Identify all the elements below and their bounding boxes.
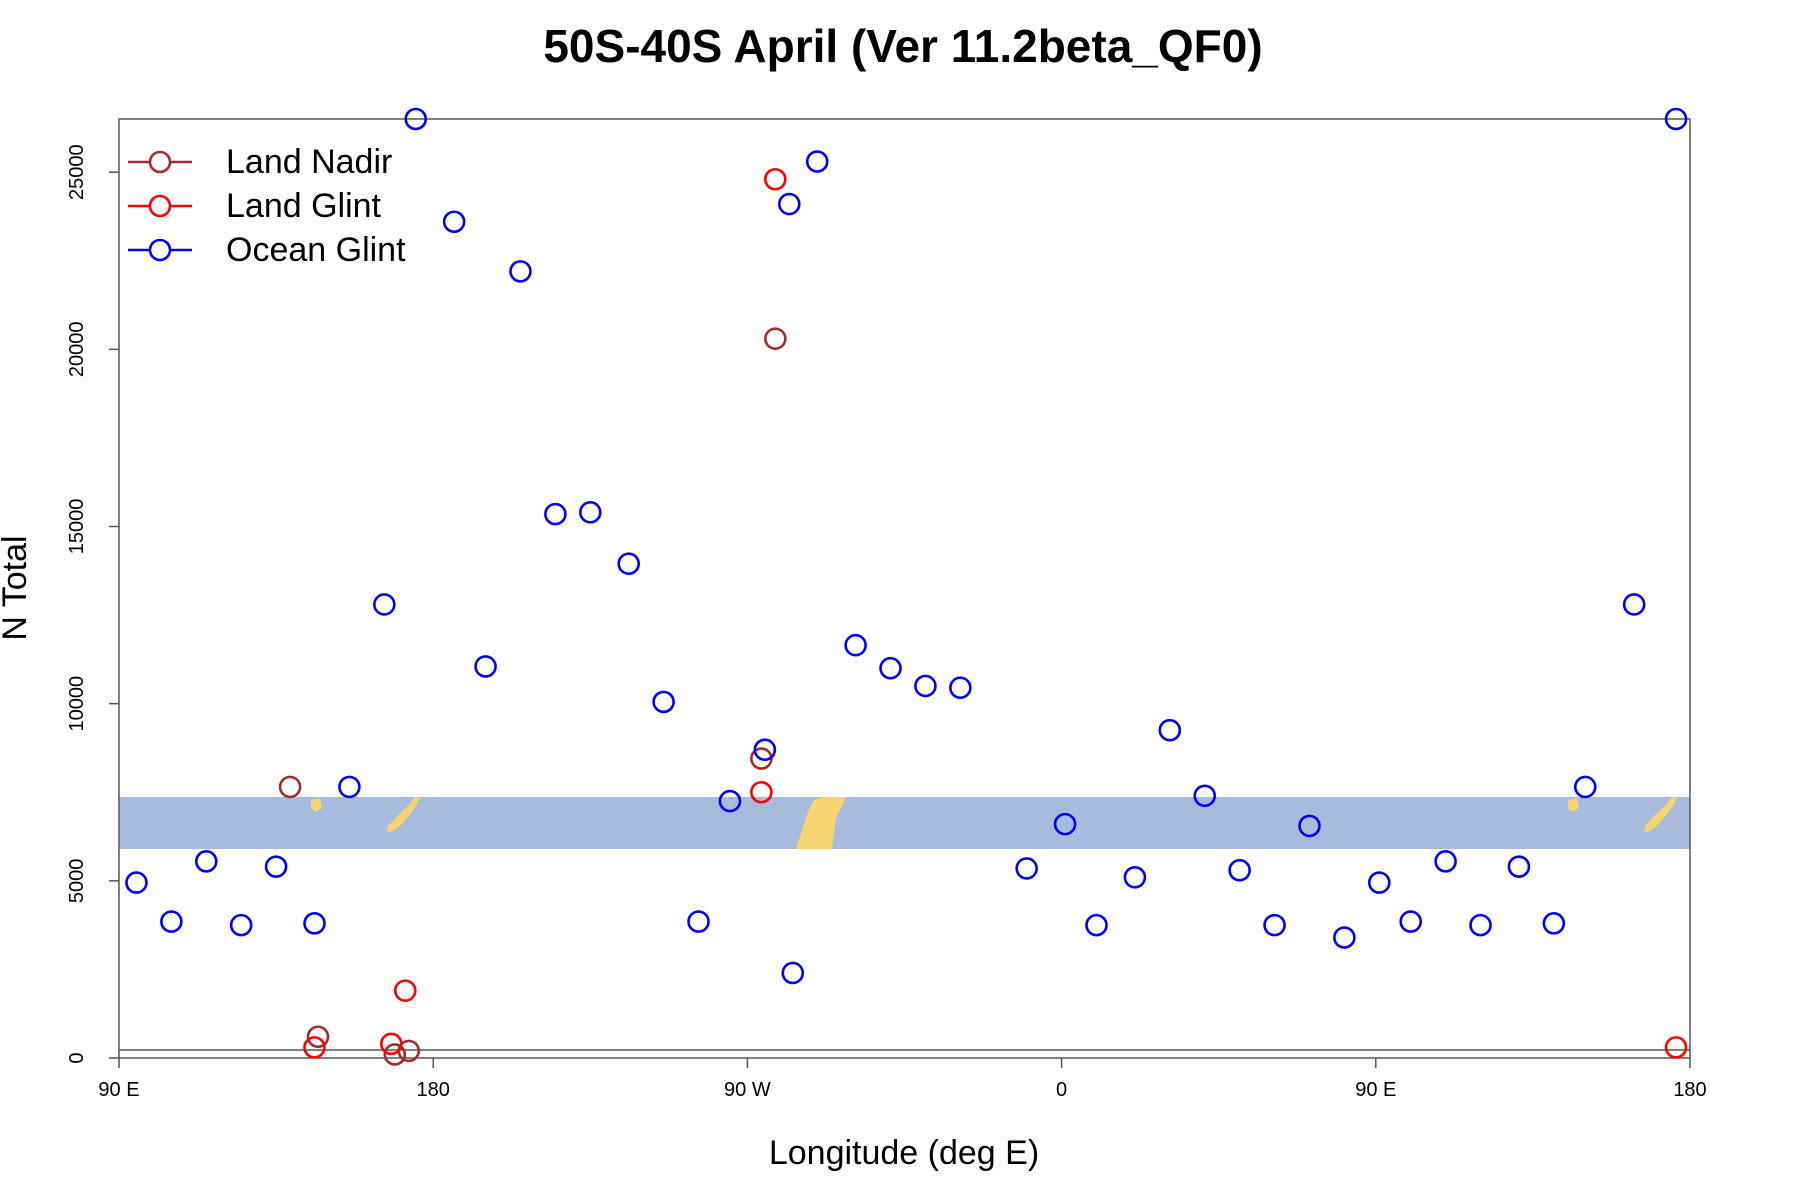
data-points bbox=[125, 107, 1688, 1066]
data-point-ocean-glint bbox=[617, 552, 641, 575]
data-point-ocean-glint bbox=[1469, 913, 1492, 937]
data-point-ocean-glint bbox=[194, 850, 218, 873]
x-tick-label: 90 E bbox=[98, 1079, 139, 1101]
data-point-ocean-glint bbox=[1664, 107, 1688, 131]
data-point-ocean-glint bbox=[652, 690, 675, 714]
data-point-ocean-glint bbox=[1333, 926, 1356, 949]
data-point-ocean-glint bbox=[373, 593, 396, 616]
data-point-ocean-glint bbox=[1542, 912, 1566, 935]
y-tick-label: 20000 bbox=[66, 322, 88, 378]
data-point-ocean-glint bbox=[1228, 858, 1251, 882]
data-point-ocean-glint bbox=[264, 855, 288, 878]
y-tick-label: 5000 bbox=[66, 859, 88, 904]
data-point-ocean-glint bbox=[777, 192, 801, 216]
data-point-ocean-glint bbox=[125, 871, 148, 894]
data-point-ocean-glint bbox=[718, 789, 742, 813]
data-point-ocean-glint bbox=[1015, 857, 1038, 880]
data-point-land-nadir bbox=[306, 1025, 330, 1049]
data-point-ocean-glint bbox=[160, 910, 183, 933]
data-point-ocean-glint bbox=[1399, 910, 1423, 933]
x-tick-label: 90 W bbox=[724, 1079, 771, 1101]
data-point-ocean-glint bbox=[1434, 850, 1457, 873]
data-point-ocean-glint bbox=[1193, 784, 1217, 808]
x-axis: 90 E 180 90 W 0 90 E 180 bbox=[98, 1058, 1707, 1101]
data-point-land-glint bbox=[380, 1032, 403, 1056]
data-point-ocean-glint bbox=[1507, 855, 1531, 878]
y-tick-label: 15000 bbox=[66, 499, 88, 555]
land-patch-tasmania bbox=[311, 798, 322, 812]
data-point-ocean-glint bbox=[805, 150, 829, 173]
legend-label-ocean-glint: Ocean Glint bbox=[226, 231, 406, 269]
data-point-ocean-glint bbox=[404, 107, 428, 131]
data-point-ocean-glint bbox=[1298, 814, 1321, 838]
legend-label-land-nadir: Land Nadir bbox=[226, 143, 392, 181]
data-point-ocean-glint bbox=[1123, 865, 1147, 889]
data-point-land-glint bbox=[764, 167, 787, 191]
data-point-land-glint bbox=[750, 780, 773, 804]
data-point-ocean-glint bbox=[914, 674, 937, 698]
data-point-ocean-glint bbox=[781, 961, 805, 985]
data-point-ocean-glint bbox=[879, 656, 902, 680]
data-point-land-nadir bbox=[764, 327, 787, 350]
land-patch-new-zealand bbox=[387, 797, 420, 832]
x-tick-label: 90 E bbox=[1355, 1079, 1396, 1101]
legend-marker-land-glint bbox=[148, 194, 172, 218]
data-point-ocean-glint bbox=[338, 775, 361, 799]
data-point-ocean-glint bbox=[474, 655, 497, 678]
legend-marker-land-nadir bbox=[148, 150, 172, 174]
data-point-ocean-glint bbox=[844, 633, 867, 657]
land-patch-south-america bbox=[796, 797, 846, 849]
data-point-ocean-glint bbox=[1367, 871, 1391, 894]
data-point-ocean-glint bbox=[1158, 718, 1182, 742]
y-tick-label: 25000 bbox=[66, 144, 88, 200]
data-point-land-nadir bbox=[383, 1043, 407, 1066]
y-tick-label: 10000 bbox=[66, 676, 88, 732]
plot-frame bbox=[118, 118, 1691, 1059]
data-point-ocean-glint bbox=[544, 502, 567, 526]
chart-title: 50S-40S April (Ver 11.2beta_QF0) bbox=[543, 20, 1262, 72]
data-point-ocean-glint bbox=[1053, 812, 1077, 836]
land-patch-tasmania-2 bbox=[1568, 798, 1579, 812]
data-point-ocean-glint bbox=[442, 210, 466, 234]
data-point-ocean-glint bbox=[229, 913, 253, 937]
y-axis-label: N Total bbox=[0, 535, 34, 640]
data-point-ocean-glint bbox=[687, 910, 710, 933]
x-tick-label: 180 bbox=[417, 1079, 450, 1101]
data-point-ocean-glint bbox=[578, 501, 602, 524]
data-point-ocean-glint bbox=[949, 676, 972, 700]
land-patch-new-zealand-2 bbox=[1644, 797, 1677, 832]
data-point-ocean-glint bbox=[1573, 775, 1597, 799]
data-point-ocean-glint bbox=[753, 738, 777, 762]
legend-marker-ocean-glint bbox=[148, 238, 172, 262]
data-point-ocean-glint bbox=[509, 260, 532, 283]
y-tick-label: 0 bbox=[66, 1052, 88, 1063]
x-tick-label: 0 bbox=[1056, 1079, 1067, 1101]
data-point-land-nadir bbox=[278, 775, 302, 799]
data-point-ocean-glint bbox=[1622, 593, 1646, 616]
map-inset-band bbox=[119, 797, 1690, 849]
data-point-land-glint bbox=[393, 979, 417, 1002]
y-axis: 0 5000 10000 15000 20000 25000 bbox=[66, 144, 119, 1064]
x-tick-label: 180 bbox=[1673, 1079, 1706, 1101]
data-point-land-glint bbox=[303, 1036, 326, 1059]
data-point-ocean-glint bbox=[303, 912, 326, 935]
x-axis-label: Longitude (deg E) bbox=[769, 1134, 1039, 1172]
data-point-ocean-glint bbox=[1085, 913, 1108, 937]
data-point-ocean-glint bbox=[1263, 913, 1286, 937]
legend: Land Nadir Land Glint Ocean Glint bbox=[128, 143, 406, 269]
data-point-land-glint bbox=[1664, 1036, 1688, 1059]
legend-label-land-glint: Land Glint bbox=[226, 187, 382, 225]
